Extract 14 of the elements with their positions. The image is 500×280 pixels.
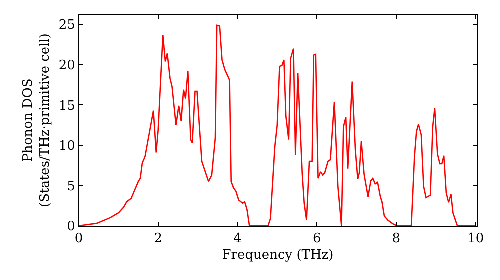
x-tick-label: 2 [154,232,162,247]
y-tick-label: 0 [67,220,76,235]
x-tick-label: 8 [392,232,401,247]
y-tick-label: 15 [58,98,76,114]
x-axis-title: Frequency (THz) [222,248,334,264]
y-tick-label: 10 [58,139,76,154]
x-tick-label: 6 [312,232,322,247]
x-tick-label: 10 [468,232,484,247]
y-tick-label: 25 [58,18,76,34]
y-axis-title: Phonon DOS (States/THz·primitive cell) [20,33,53,208]
x-tick-label: 4 [234,232,242,247]
y-tick-label: 5 [67,179,76,194]
y-tick-label: 20 [58,58,76,74]
line-series [79,24,476,226]
